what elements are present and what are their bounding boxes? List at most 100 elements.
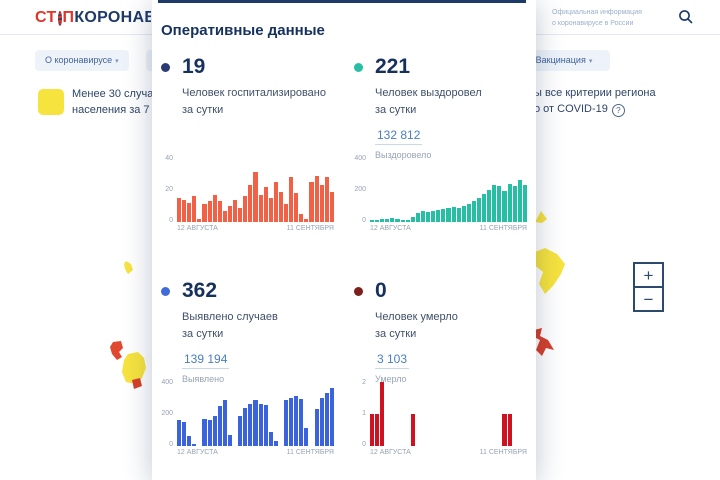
hospitalized-chart[interactable]: 40 20 0 12 АВГУСТА 11 СЕНТЯБРЯ <box>161 155 334 232</box>
chart-bar[interactable] <box>436 210 441 222</box>
chart-bar[interactable] <box>380 382 385 446</box>
chart-bar[interactable] <box>482 194 487 222</box>
chart-bar[interactable] <box>182 199 187 222</box>
chart-bar[interactable] <box>207 201 212 222</box>
chart-bar[interactable] <box>456 207 461 222</box>
chart-bar[interactable] <box>238 207 243 222</box>
recovered-chart[interactable]: 400 200 0 12 АВГУСТА 11 СЕНТЯБРЯ <box>354 155 527 232</box>
chart-bar[interactable] <box>212 416 217 446</box>
map-region-shape[interactable] <box>530 326 560 364</box>
chart-bar[interactable] <box>319 398 324 446</box>
chart-bar[interactable] <box>517 180 522 222</box>
map-region-shape[interactable] <box>533 210 549 224</box>
chart-bar[interactable] <box>410 217 415 222</box>
chart-bar[interactable] <box>243 196 248 222</box>
chart-bar[interactable] <box>192 443 197 446</box>
chart-bar[interactable] <box>253 172 258 222</box>
chart-bar[interactable] <box>248 404 253 446</box>
chart-bar[interactable] <box>268 431 273 446</box>
chart-bar[interactable] <box>502 414 507 446</box>
chart-bar[interactable] <box>410 414 415 446</box>
chart-bar[interactable] <box>370 220 375 222</box>
chart-bar[interactable] <box>187 436 192 446</box>
chart-bar[interactable] <box>268 198 273 222</box>
chart-bar[interactable] <box>522 184 527 222</box>
chart-bar[interactable] <box>227 206 233 222</box>
nav-item-about-coronavirus[interactable]: О коронавирусе ▾ <box>35 50 129 71</box>
map-region-shape[interactable] <box>120 260 136 276</box>
chart-bar[interactable] <box>390 218 395 222</box>
chart-bar[interactable] <box>299 214 304 222</box>
chart-bar[interactable] <box>304 427 309 446</box>
chart-bar[interactable] <box>304 218 309 222</box>
chart-bar[interactable] <box>329 388 334 446</box>
chart-bar[interactable] <box>497 186 502 222</box>
chart-bar[interactable] <box>431 210 436 222</box>
chart-bar[interactable] <box>299 398 304 446</box>
chart-bar[interactable] <box>202 204 207 222</box>
chart-bar[interactable] <box>222 210 227 222</box>
chart-bar[interactable] <box>212 194 217 222</box>
chart-bar[interactable] <box>385 218 390 222</box>
chart-bar[interactable] <box>395 219 400 222</box>
chart-bar[interactable] <box>420 211 426 222</box>
chart-bar[interactable] <box>476 197 482 222</box>
chart-bar[interactable] <box>512 185 517 222</box>
chart-bar[interactable] <box>502 191 507 222</box>
map-zoom-in-button[interactable]: + <box>633 262 664 288</box>
chart-bar[interactable] <box>273 441 278 446</box>
chart-bar[interactable] <box>309 182 314 222</box>
chart-bar[interactable] <box>273 182 278 222</box>
chart-bar[interactable] <box>324 393 329 446</box>
chart-bar[interactable] <box>294 193 299 222</box>
chart-bar[interactable] <box>283 204 289 222</box>
chart-bar[interactable] <box>263 405 268 446</box>
chart-bar[interactable] <box>289 398 294 446</box>
chart-bar[interactable] <box>441 209 446 222</box>
chart-bar[interactable] <box>487 190 492 222</box>
chart-bar[interactable] <box>222 400 227 446</box>
chart-bar[interactable] <box>294 396 299 446</box>
map-region-shape[interactable] <box>116 350 152 390</box>
site-logo[interactable]: СТ П КОРОНАВ <box>35 9 151 27</box>
map-zoom-out-button[interactable]: − <box>633 286 664 312</box>
chart-bar[interactable] <box>217 406 222 446</box>
chart-bar[interactable] <box>187 202 192 222</box>
chart-bar[interactable] <box>319 185 324 222</box>
chart-bar[interactable] <box>375 414 380 446</box>
nav-item-vaccination[interactable]: Вакцинация ▾ <box>518 50 610 71</box>
chart-bar[interactable] <box>243 407 248 446</box>
chart-bar[interactable] <box>227 434 233 446</box>
chart-bar[interactable] <box>324 177 329 222</box>
confirmed-chart[interactable]: 400 200 0 12 АВГУСТА 11 СЕНТЯБРЯ <box>161 379 334 456</box>
search-icon[interactable] <box>678 9 694 25</box>
search-field[interactable]: Официальная информация о коронавирусе в Р… <box>552 7 712 29</box>
chart-bar[interactable] <box>217 201 222 222</box>
chart-bar[interactable] <box>207 419 212 446</box>
chart-bar[interactable] <box>248 185 253 222</box>
chart-bar[interactable] <box>289 177 294 222</box>
chart-bar[interactable] <box>177 198 182 222</box>
chart-bar[interactable] <box>197 218 202 222</box>
chart-bar[interactable] <box>375 219 380 222</box>
chart-bar[interactable] <box>471 200 476 222</box>
chart-bar[interactable] <box>177 420 182 446</box>
chart-bar[interactable] <box>507 414 512 446</box>
chart-bar[interactable] <box>182 422 187 446</box>
chart-bar[interactable] <box>461 205 466 222</box>
chart-bar[interactable] <box>202 418 207 446</box>
chart-bar[interactable] <box>253 399 258 446</box>
map-region-shape[interactable] <box>108 340 128 362</box>
chart-bar[interactable] <box>278 191 283 222</box>
chart-bar[interactable] <box>380 219 385 222</box>
chart-bar[interactable] <box>426 212 431 222</box>
chart-bar[interactable] <box>233 199 238 222</box>
chart-bar[interactable] <box>370 414 375 446</box>
chart-bar[interactable] <box>329 191 334 222</box>
chart-bar[interactable] <box>314 409 319 446</box>
chart-bar[interactable] <box>192 196 197 222</box>
chart-bar[interactable] <box>415 212 420 222</box>
map-region-shape[interactable] <box>531 238 583 298</box>
chart-bar[interactable] <box>451 206 456 222</box>
